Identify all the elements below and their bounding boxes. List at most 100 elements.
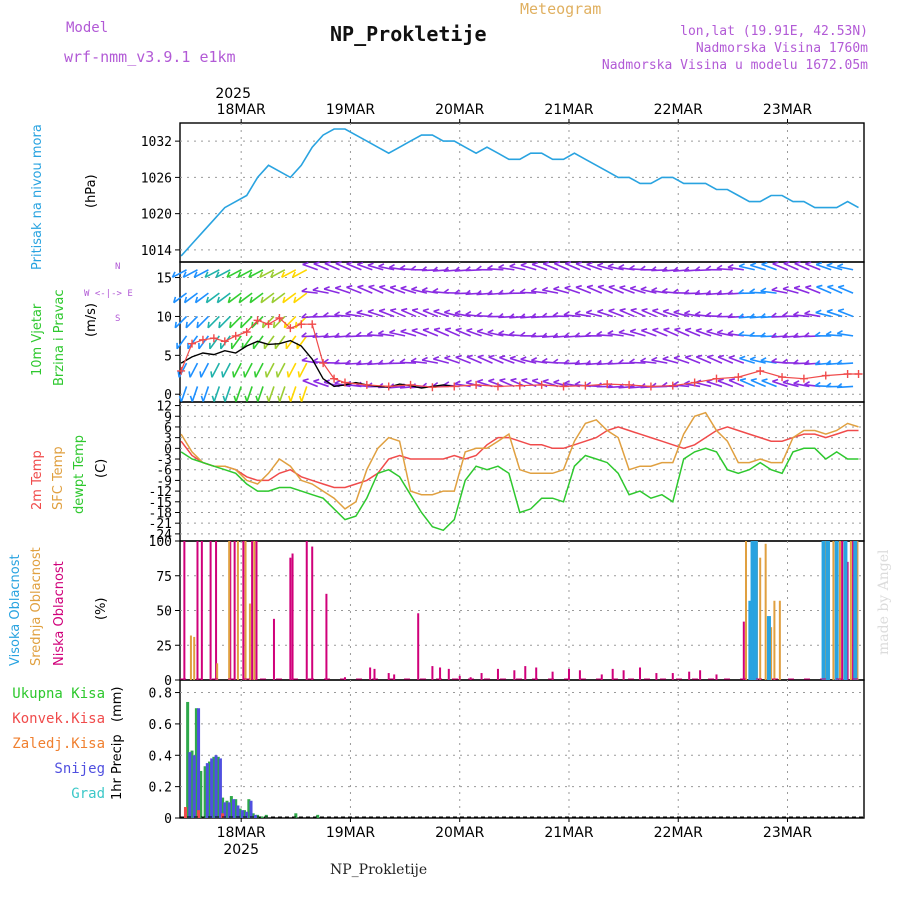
wind-barb: [215, 269, 231, 279]
wind-barb: [367, 310, 384, 318]
wind-barb-tick: [270, 271, 275, 278]
y-tick-label: -15: [149, 496, 172, 511]
wind-barb-tick: [272, 321, 276, 328]
cloud-low-bar: [852, 541, 855, 680]
wind-barb: [618, 331, 635, 337]
y-tick-label: 0.2: [149, 781, 172, 796]
t2m-label: 2m Temp: [30, 450, 45, 510]
precip-total-bar: [264, 814, 268, 818]
x-tick-label-top: 18MAR: [217, 102, 266, 118]
wind-barb: [335, 262, 351, 271]
wind-gust-marker: [515, 381, 524, 390]
cloud-mid-label: Srednja Oblacnost: [29, 547, 44, 666]
wind-gust-marker: [734, 373, 743, 382]
wind-barb-tick: [301, 356, 308, 362]
wind-gust-marker: [799, 374, 808, 383]
wind-barb: [531, 290, 548, 294]
wind-barb: [211, 362, 221, 378]
wind-barb: [815, 311, 832, 318]
wind-barb: [285, 335, 297, 350]
cloud-low-bar: [480, 673, 483, 680]
wind-barb-tick: [749, 356, 756, 361]
wind-barb-tick: [608, 308, 615, 312]
y-tick-label: 0.4: [149, 749, 173, 764]
wind-barb: [607, 332, 624, 337]
wind-gust-marker: [198, 335, 207, 344]
wind-barb: [466, 356, 482, 364]
wind-barb-tick: [486, 289, 493, 296]
wind-barb-tick: [706, 328, 713, 333]
wind-barb: [597, 264, 613, 271]
wind-barb-tick: [232, 371, 235, 378]
wind-barb-tick: [684, 354, 692, 359]
cloud-low-bar: [431, 666, 434, 680]
wind-barb: [378, 332, 395, 337]
x-tick-label-top: 23MAR: [763, 102, 812, 118]
y-tick-label: 1014: [141, 244, 172, 259]
wind-barb-tick: [804, 310, 811, 315]
wind-barb: [271, 292, 286, 304]
wind-barb-tick: [793, 380, 800, 385]
wind-barb: [399, 361, 417, 364]
wind-barb-tick: [542, 286, 549, 291]
wind-barb-tick: [508, 313, 515, 319]
cloud-mid-bar: [778, 600, 781, 680]
wind-barb-tick: [586, 284, 594, 288]
wind-barb-tick: [487, 329, 494, 334]
wind-barb-tick: [815, 261, 823, 266]
wind-barb: [837, 362, 854, 365]
wind-barb-tick: [194, 296, 199, 303]
wind-barb: [313, 263, 329, 271]
wind-barb-tick: [297, 371, 301, 378]
wind-barb-tick: [233, 395, 237, 402]
wind-barb: [455, 356, 471, 364]
wind-barb-tick: [836, 382, 843, 389]
wind-gust-marker: [177, 366, 186, 375]
wind-barb: [444, 328, 461, 337]
wind-barb-tick: [312, 286, 319, 291]
panel-frame: [179, 679, 865, 819]
wind-barb: [498, 266, 515, 271]
precip-total-bar: [186, 701, 190, 818]
wind-barb-tick: [771, 286, 778, 291]
wind-barb-tick: [455, 354, 462, 359]
wind-barb: [289, 386, 297, 402]
wind-barb-tick: [255, 395, 259, 402]
wind-barb-tick: [794, 261, 801, 265]
cloud-low-bar: [251, 541, 254, 680]
cloud-high-bar: [748, 600, 753, 680]
wind-barb: [520, 264, 537, 271]
wind-barb-tick: [313, 378, 320, 383]
wind-barb: [240, 315, 253, 329]
wind-barb: [727, 266, 744, 271]
wind-barb-tick: [705, 311, 712, 317]
wind-barb: [716, 267, 733, 271]
wind-barb-tick: [399, 358, 406, 364]
wind-gust-marker: [319, 359, 328, 368]
wind-barb-tick: [378, 308, 386, 312]
wind-barb-tick: [335, 285, 342, 289]
wind-barb-tick: [466, 354, 473, 358]
wind-barb-tick: [652, 327, 659, 331]
wind-gust-marker: [253, 316, 262, 325]
wind-barb-tick: [227, 296, 231, 303]
wind-barb: [207, 315, 220, 329]
wind-barb-tick: [781, 358, 788, 364]
wind-barb-tick: [294, 321, 298, 328]
wind-barb: [771, 289, 788, 294]
wind-gust-marker: [537, 380, 546, 389]
wind-barb-tick: [554, 261, 561, 265]
wind-barb-tick: [716, 264, 723, 270]
pressure-unit: (hPa): [84, 174, 99, 208]
wind-barb: [728, 379, 745, 388]
wind-barb-tick: [738, 330, 745, 336]
wind-barb-tick: [781, 332, 788, 338]
wind-barb-tick: [216, 296, 220, 303]
wind-gust-marker: [242, 328, 251, 336]
x-tick-label-bottom: 22MAR: [654, 825, 703, 841]
wind-barb: [252, 335, 264, 350]
wind-barb: [244, 362, 253, 378]
wind-barb: [651, 359, 668, 364]
wind-barb-tick: [476, 311, 482, 317]
wind-barb: [509, 357, 526, 364]
